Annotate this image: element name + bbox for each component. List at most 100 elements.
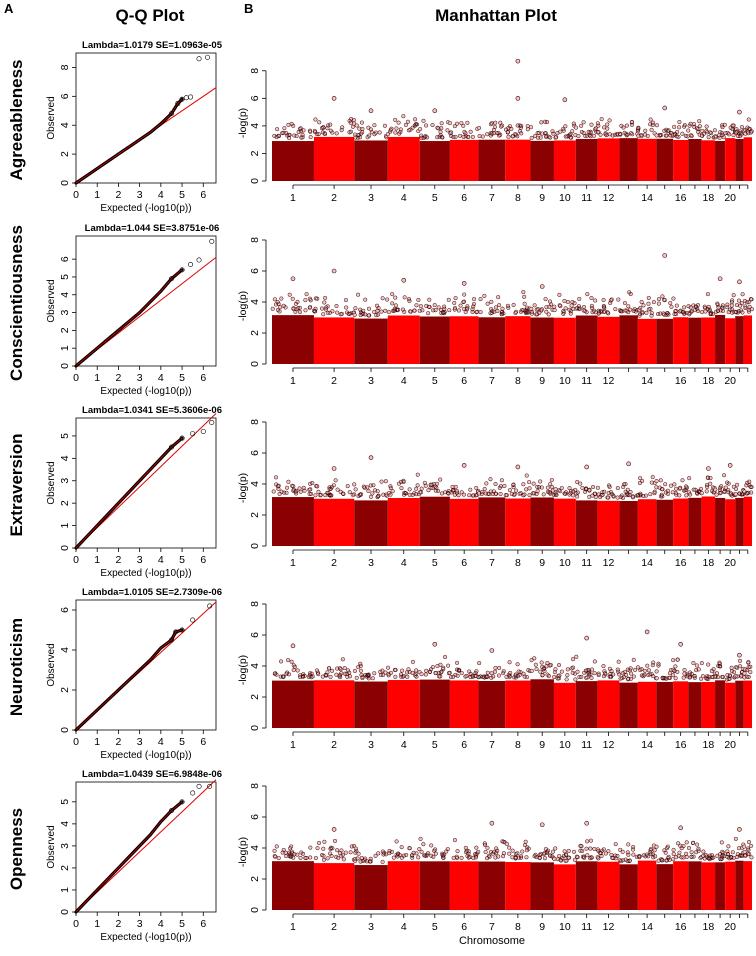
manhattan-x-tick-label: 7	[489, 375, 495, 387]
chromosome-points-17	[686, 119, 702, 139]
qq-y-tick-label: 4	[59, 122, 71, 128]
manhattan-x-tick-label: 3	[368, 557, 374, 569]
qq-point	[175, 101, 181, 107]
chromosome-points-1	[272, 658, 315, 680]
chromosome-block-14	[637, 860, 657, 910]
qq-y-tick-label: 0	[59, 545, 71, 551]
chromosome-points-20	[723, 480, 738, 498]
panel-label-b: B	[244, 1, 253, 16]
chromosome-points-16	[672, 478, 690, 498]
chromosome-points-21	[733, 658, 746, 679]
chromosome-block-16	[673, 317, 689, 364]
chromosome-points-2	[311, 295, 357, 317]
manhattan-x-tick-label: 11	[581, 921, 592, 933]
qq-x-tick-label: 2	[116, 554, 122, 566]
chromosome-points-21	[733, 292, 745, 315]
manhattan-x-tick-label: 18	[703, 557, 715, 569]
manhattan-x-tick-label: 6	[461, 375, 467, 387]
manhattan-y-tick-label: 2	[249, 150, 261, 156]
chromosome-block-15	[656, 864, 674, 910]
chromosome-block-11	[575, 138, 598, 181]
chromosome-block-16	[673, 861, 689, 910]
manhattan-x-tick-label: 20	[724, 557, 736, 569]
trait-row-agreeableness: Agreeableness Lambda=1.0179 SE=1.0963e-05…	[7, 40, 754, 214]
chromosome-block-17	[688, 497, 702, 546]
chromosome-block-7	[478, 317, 506, 364]
chromosome-block-4	[387, 136, 420, 181]
manhattan-x-tick-label: 11	[581, 557, 592, 569]
manhattan-x-tick-label: 12	[603, 192, 615, 204]
chromosome-block-6	[449, 139, 479, 181]
chromosome-block-1	[272, 680, 314, 728]
chromosome-block-6	[449, 861, 479, 910]
chromosome-points-4	[385, 114, 421, 137]
chromosome-block-17	[688, 682, 702, 728]
panel-rows: Agreeableness Lambda=1.0179 SE=1.0963e-05…	[7, 40, 754, 947]
chromosome-block-16	[673, 681, 689, 728]
manhattan-peak	[331, 827, 337, 832]
trait-label: Extraversion	[7, 434, 26, 537]
qq-point	[179, 627, 185, 633]
chromosome-block-18	[701, 496, 716, 546]
chromosome-points-19	[713, 473, 728, 497]
manhattan-peak	[290, 276, 296, 282]
chromosome-points-15	[654, 123, 675, 139]
manhattan-x-tick-label: 14	[641, 375, 653, 387]
chromosome-points-7	[477, 120, 505, 139]
chromosome-block-15	[656, 681, 674, 728]
chromosome-points-14	[635, 475, 657, 499]
chromosome-block-5	[419, 496, 450, 546]
chromosome-block-10	[553, 140, 576, 181]
chromosome-points-19	[714, 301, 725, 314]
chromosome-block-1	[272, 497, 314, 546]
qq-y-tick-label: 2	[59, 327, 71, 333]
manhattan-peak	[331, 466, 337, 471]
manhattan-x-tick-label: 9	[539, 192, 545, 204]
manhattan-y-tick-label: 6	[249, 632, 261, 638]
qq-column-title: Q-Q Plot	[116, 6, 185, 25]
chromosome-block-2	[313, 317, 355, 364]
qq-frame	[75, 781, 217, 913]
manhattan-x-tick-label: 8	[515, 921, 521, 933]
manhattan-x-tick-label: 12	[603, 739, 615, 751]
chromosome-points-8	[505, 290, 532, 316]
chromosome-points-19	[713, 660, 726, 680]
qq-x-tick-label: 5	[179, 372, 185, 384]
chromosome-points-10	[551, 486, 578, 498]
qq-point	[179, 799, 185, 805]
chromosome-block-5	[419, 141, 450, 181]
qq-x-tick-label: 1	[94, 372, 100, 384]
chromosome-points-19	[713, 122, 727, 140]
qq-x-tick-label: 1	[94, 554, 100, 566]
trait-row-conscientiousness: Conscientiousness Lambda=1.044 SE=3.8751e…	[7, 223, 754, 397]
manhattan-y-tick-label: 0	[249, 725, 261, 731]
chromosome-points-8	[503, 123, 530, 139]
chromosome-block-21	[735, 860, 744, 910]
chromosome-block-6	[449, 316, 479, 364]
qq-x-tick-label: 5	[179, 554, 185, 566]
chromosome-block-12	[597, 500, 620, 546]
manhattan-x-tick-label: 3	[368, 739, 374, 751]
manhattan-x-tick-label: 7	[489, 739, 495, 751]
manhattan-x-tick-label: 5	[432, 192, 438, 204]
manhattan-x-tick-label: 20	[724, 375, 736, 387]
chromosome-block-22	[743, 680, 752, 728]
qq-y-axis-label: Observed	[46, 643, 57, 686]
chromosome-points-13	[618, 482, 639, 500]
qq-point	[209, 238, 215, 244]
chromosome-block-1	[272, 861, 314, 910]
qq-y-tick-label: 4	[59, 292, 71, 298]
qq-x-axis-label: Expected (-log10(p))	[100, 932, 191, 943]
manhattan-x-tick-label: 11	[581, 739, 592, 751]
chromosome-points-1	[270, 292, 313, 315]
qq-title: Lambda=1.0439 SE=6.9848e-06	[82, 769, 222, 780]
qq-x-tick-label: 4	[158, 554, 164, 566]
qq-y-tick-label: 0	[59, 909, 71, 915]
manhattan-x-tick-label: 6	[461, 739, 467, 751]
manhattan-x-tick-label: 5	[432, 921, 438, 933]
chromosome-points-6	[449, 484, 481, 498]
qq-x-axis-label: Expected (-log10(p))	[100, 386, 191, 397]
chromosome-block-17	[688, 138, 702, 181]
chromosome-block-8	[505, 316, 531, 364]
qq-y-tick-label: 0	[59, 727, 71, 733]
